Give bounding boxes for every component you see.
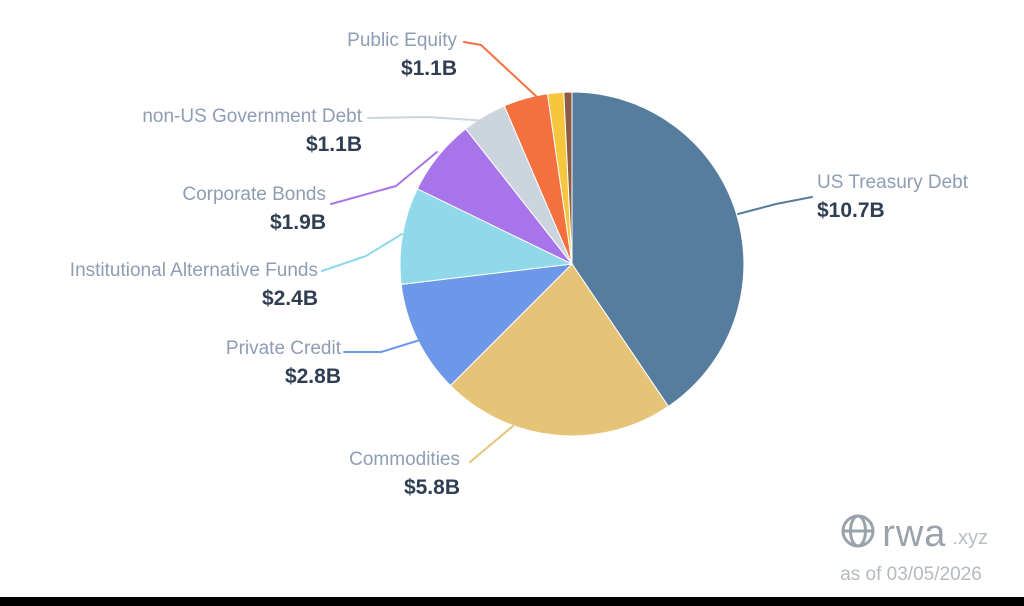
leader-line-non-us-government-debt (367, 116, 489, 122)
leader-line-commodities (469, 425, 514, 463)
pie-slice-us-treasury-debt[interactable] (571, 91, 745, 408)
pie-slice-commodities[interactable] (449, 263, 670, 437)
pie-slice-private-credit[interactable] (400, 263, 574, 387)
bottom-bar (0, 597, 1024, 606)
rwa-watermark: rwa .xyz as of 03/05/2026 (840, 513, 988, 586)
brand-tld: .xyz (952, 527, 988, 549)
brand-text: rwa (882, 512, 947, 555)
leader-line-institutional-alternative-funds (321, 233, 403, 272)
leader-line-us-treasury-debt (737, 196, 813, 215)
pie-slice-unlabeled-8[interactable] (563, 91, 573, 265)
leader-line-public-equity (463, 41, 538, 98)
as-of-date: as of 03/05/2026 (840, 564, 982, 585)
pie-slice-institutional-alternative-funds[interactable] (399, 188, 574, 285)
globe-icon (840, 513, 876, 554)
leader-line-corporate-bonds (330, 151, 438, 205)
leader-line-private-credit (343, 339, 421, 353)
